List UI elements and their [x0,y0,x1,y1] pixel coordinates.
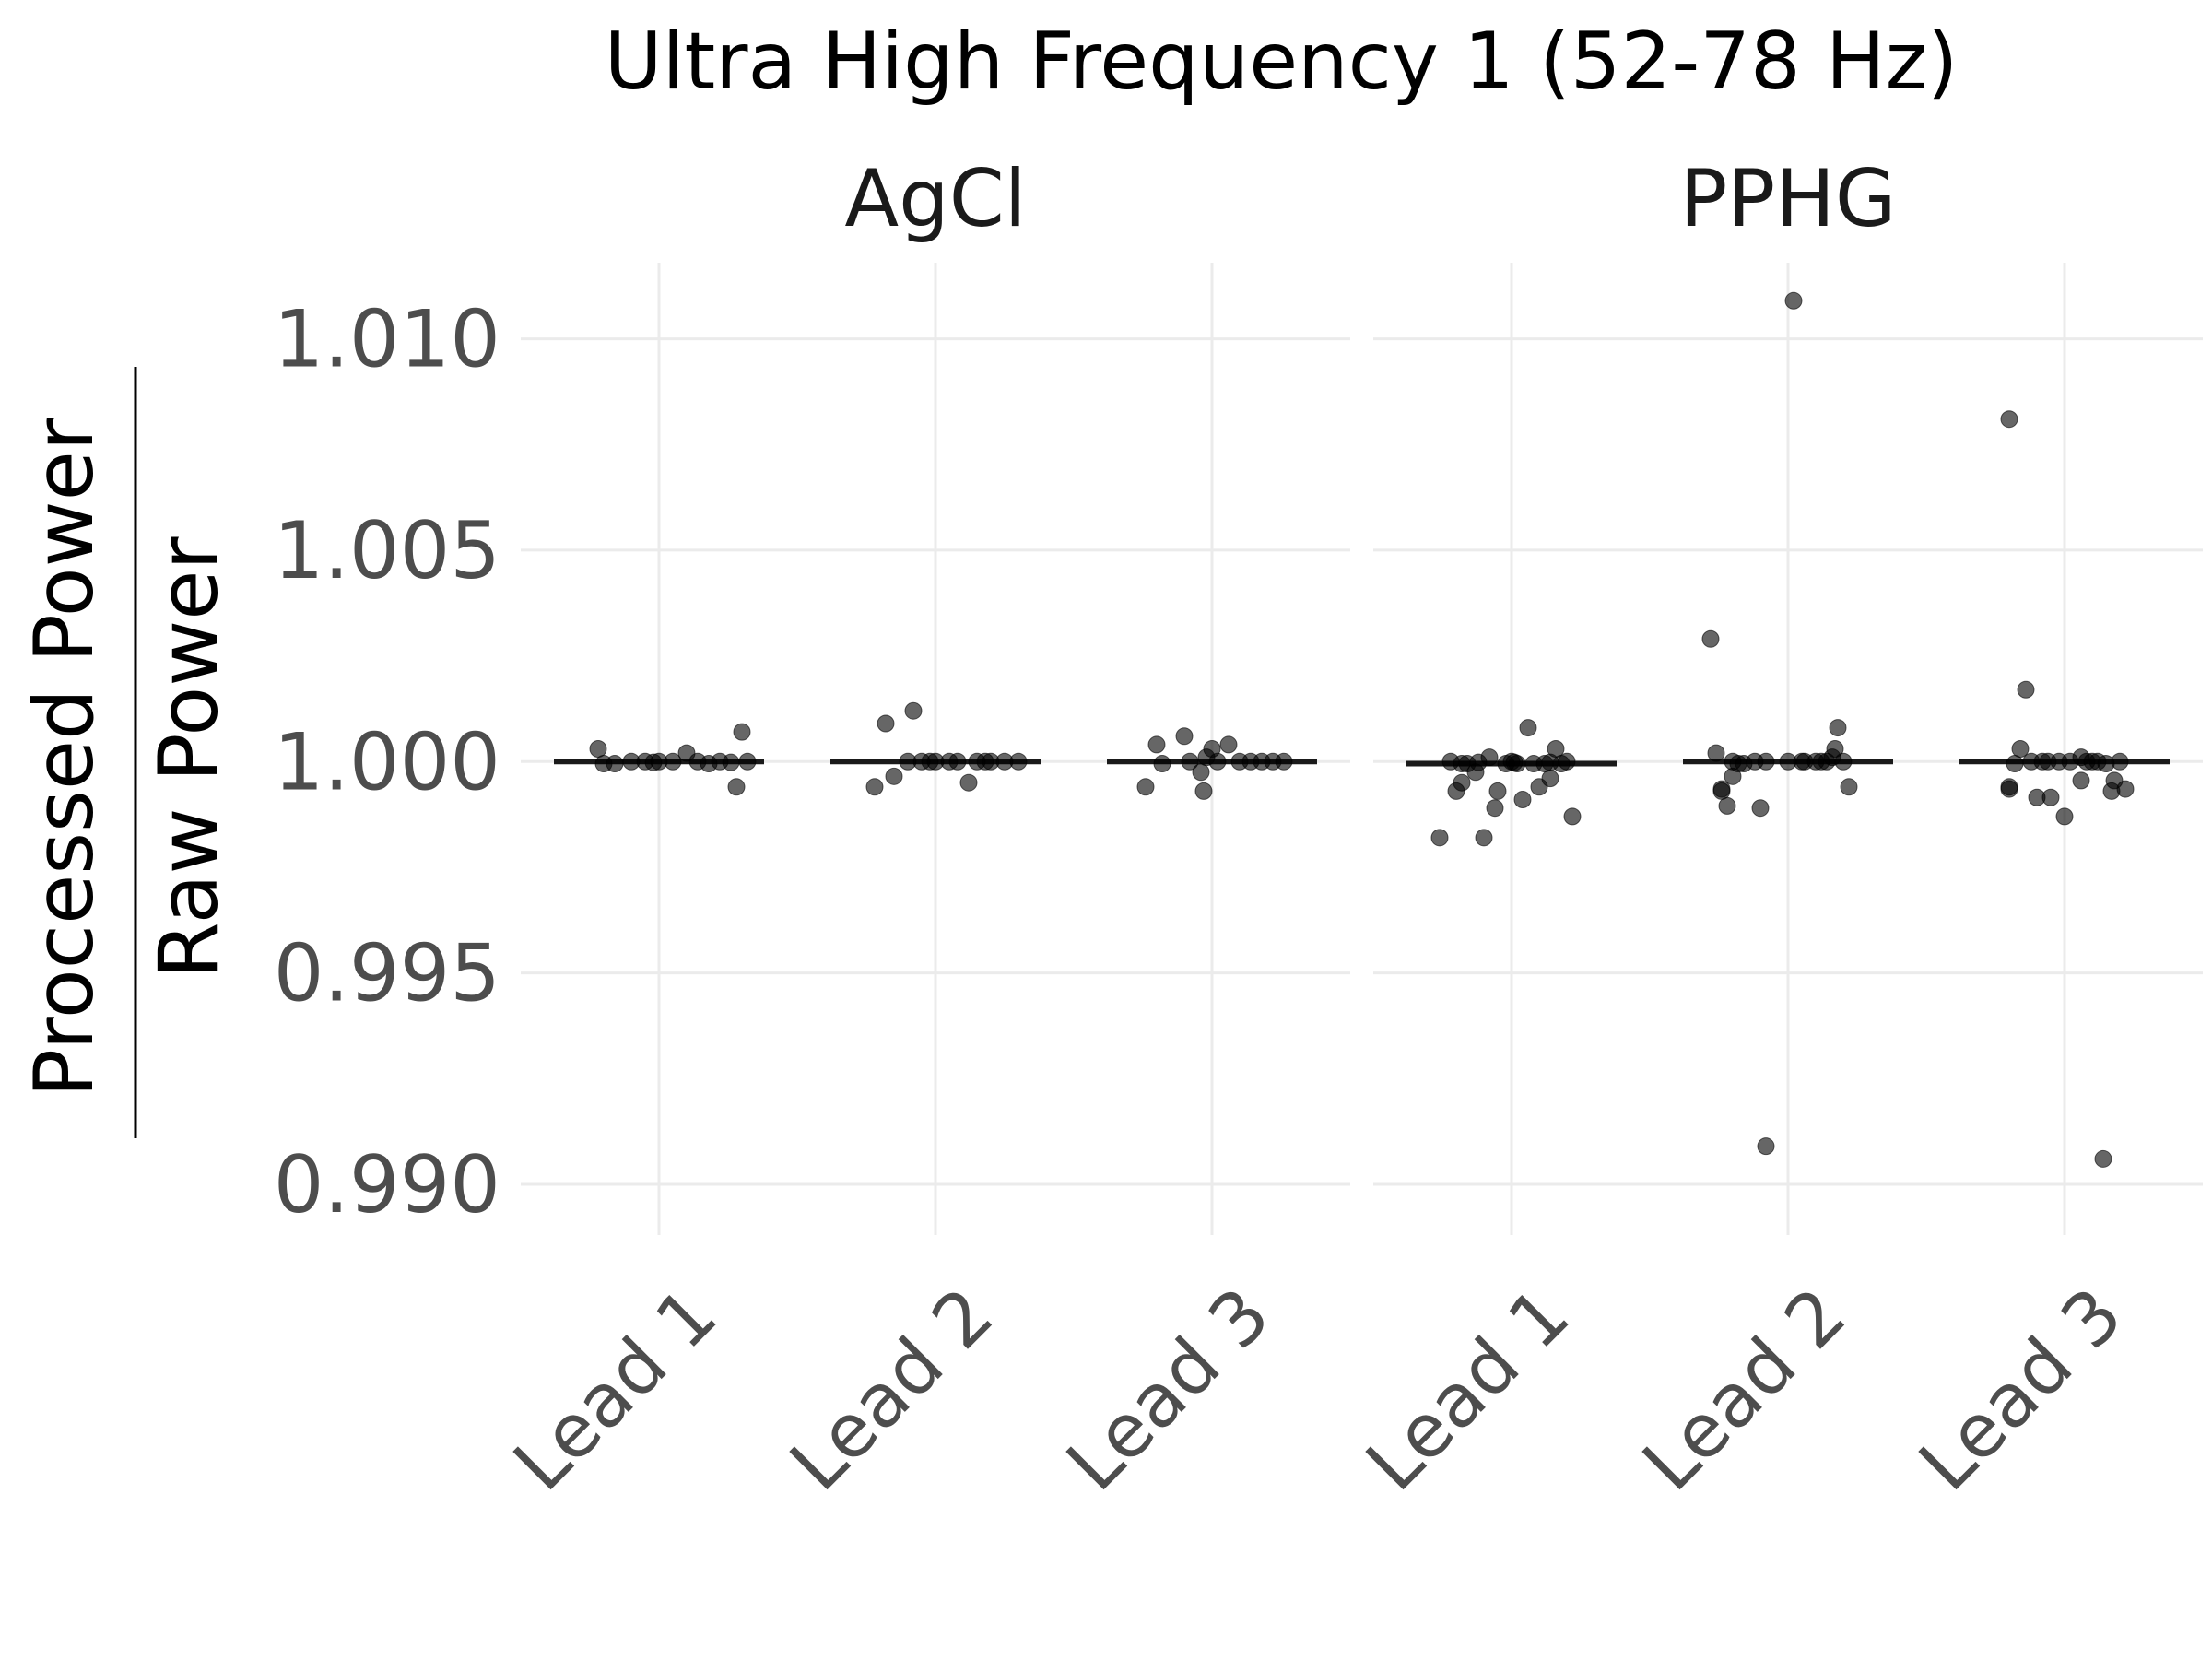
y-axis-ticks: 0.990 0.995 1.000 1.005 1.010 [274,294,500,1231]
data-point [1480,748,1499,767]
data-point [1541,770,1559,788]
data-point [589,740,607,758]
data-point [1175,727,1194,746]
data-point [1430,829,1449,847]
data-point [1558,752,1576,771]
x-tick-label: Lead 3 [1903,1272,2139,1508]
data-point [1541,753,1559,771]
data-point [1724,767,1742,785]
x-tick-label: Lead 2 [774,1272,1010,1508]
data-point [948,752,967,771]
x-tick-label: Lead 2 [1627,1272,1863,1508]
data-point [1784,291,1803,310]
data-point [1718,796,1736,815]
data-point [733,723,751,741]
y-axis-label-denominator: Raw Power [141,536,236,979]
data-point [2116,780,2135,798]
data-point [2011,740,2030,758]
data-point [1194,782,1213,800]
data-point [1275,752,1293,771]
facet-strip-label: PPHG [1679,153,1896,245]
data-point [1453,773,1471,792]
data-point [1701,629,1720,648]
x-tick-label: Lead 1 [1350,1272,1586,1508]
x-tick-label: Lead 1 [498,1272,734,1508]
data-point [1834,752,1853,771]
y-tick-label: 1.000 [274,716,500,808]
data-point [2000,410,2018,429]
data-point [1208,752,1227,771]
y-tick-label: 0.990 [274,1139,500,1231]
data-point [2017,680,2035,699]
data-point [2094,1149,2112,1168]
data-point [904,701,923,720]
chart-title: Ultra High Frequency 1 (52-78 Hz) [605,16,1959,108]
y-axis-label: Processed Power Raw Power [17,367,236,1138]
y-tick-label: 0.995 [274,928,500,1020]
data-point [877,714,895,733]
data-point [2055,807,2074,826]
data-point [1707,744,1725,762]
facet-panel-pphg: PPHG Lead 1 Lead 2 Lead 3 [1350,153,2203,1507]
data-point [1826,740,1844,758]
data-point [738,752,757,771]
data-point [865,778,884,796]
data-point [1513,791,1532,809]
data-point [2041,788,2060,806]
data-point [1009,752,1028,771]
data-point [2111,752,2129,771]
data-point [2088,752,2107,771]
data-point [1795,752,1814,771]
data-point [1840,778,1858,796]
data-point [1563,807,1582,826]
data-point [1757,752,1775,771]
data-point [2039,752,2057,771]
data-point [606,755,624,773]
data-point [1181,752,1199,771]
data-point [1519,719,1537,737]
data-point [1475,829,1493,847]
data-point [2072,771,2090,790]
data-point [1505,753,1524,771]
y-tick-label: 1.010 [274,294,500,386]
data-point [1136,778,1155,796]
facet-strip-label: AgCl [844,153,1026,245]
data-point [1829,719,1847,737]
data-point [727,778,746,796]
data-point [1147,735,1166,754]
data-point [1488,782,1507,800]
data-point [976,752,994,771]
data-point [2000,780,2018,798]
data-point [1712,782,1731,800]
data-point [885,767,903,785]
data-point [959,773,978,792]
data-point [1192,763,1210,782]
data-point [1757,1137,1775,1156]
x-tick-label: Lead 3 [1051,1272,1287,1508]
data-point [1453,755,1471,773]
data-point [1486,799,1504,818]
data-point [2006,755,2024,773]
y-axis-label-numerator: Processed Power [17,417,112,1098]
data-point [1219,735,1238,754]
y-tick-label: 1.005 [274,505,500,597]
facet-panel-agcl: AgCl Lead 1 Lead 2 Lead 3 [498,153,1350,1507]
data-point [664,752,682,771]
data-point [1812,752,1830,771]
data-point [722,753,740,771]
data-point [1751,799,1770,818]
data-point [1153,755,1171,773]
